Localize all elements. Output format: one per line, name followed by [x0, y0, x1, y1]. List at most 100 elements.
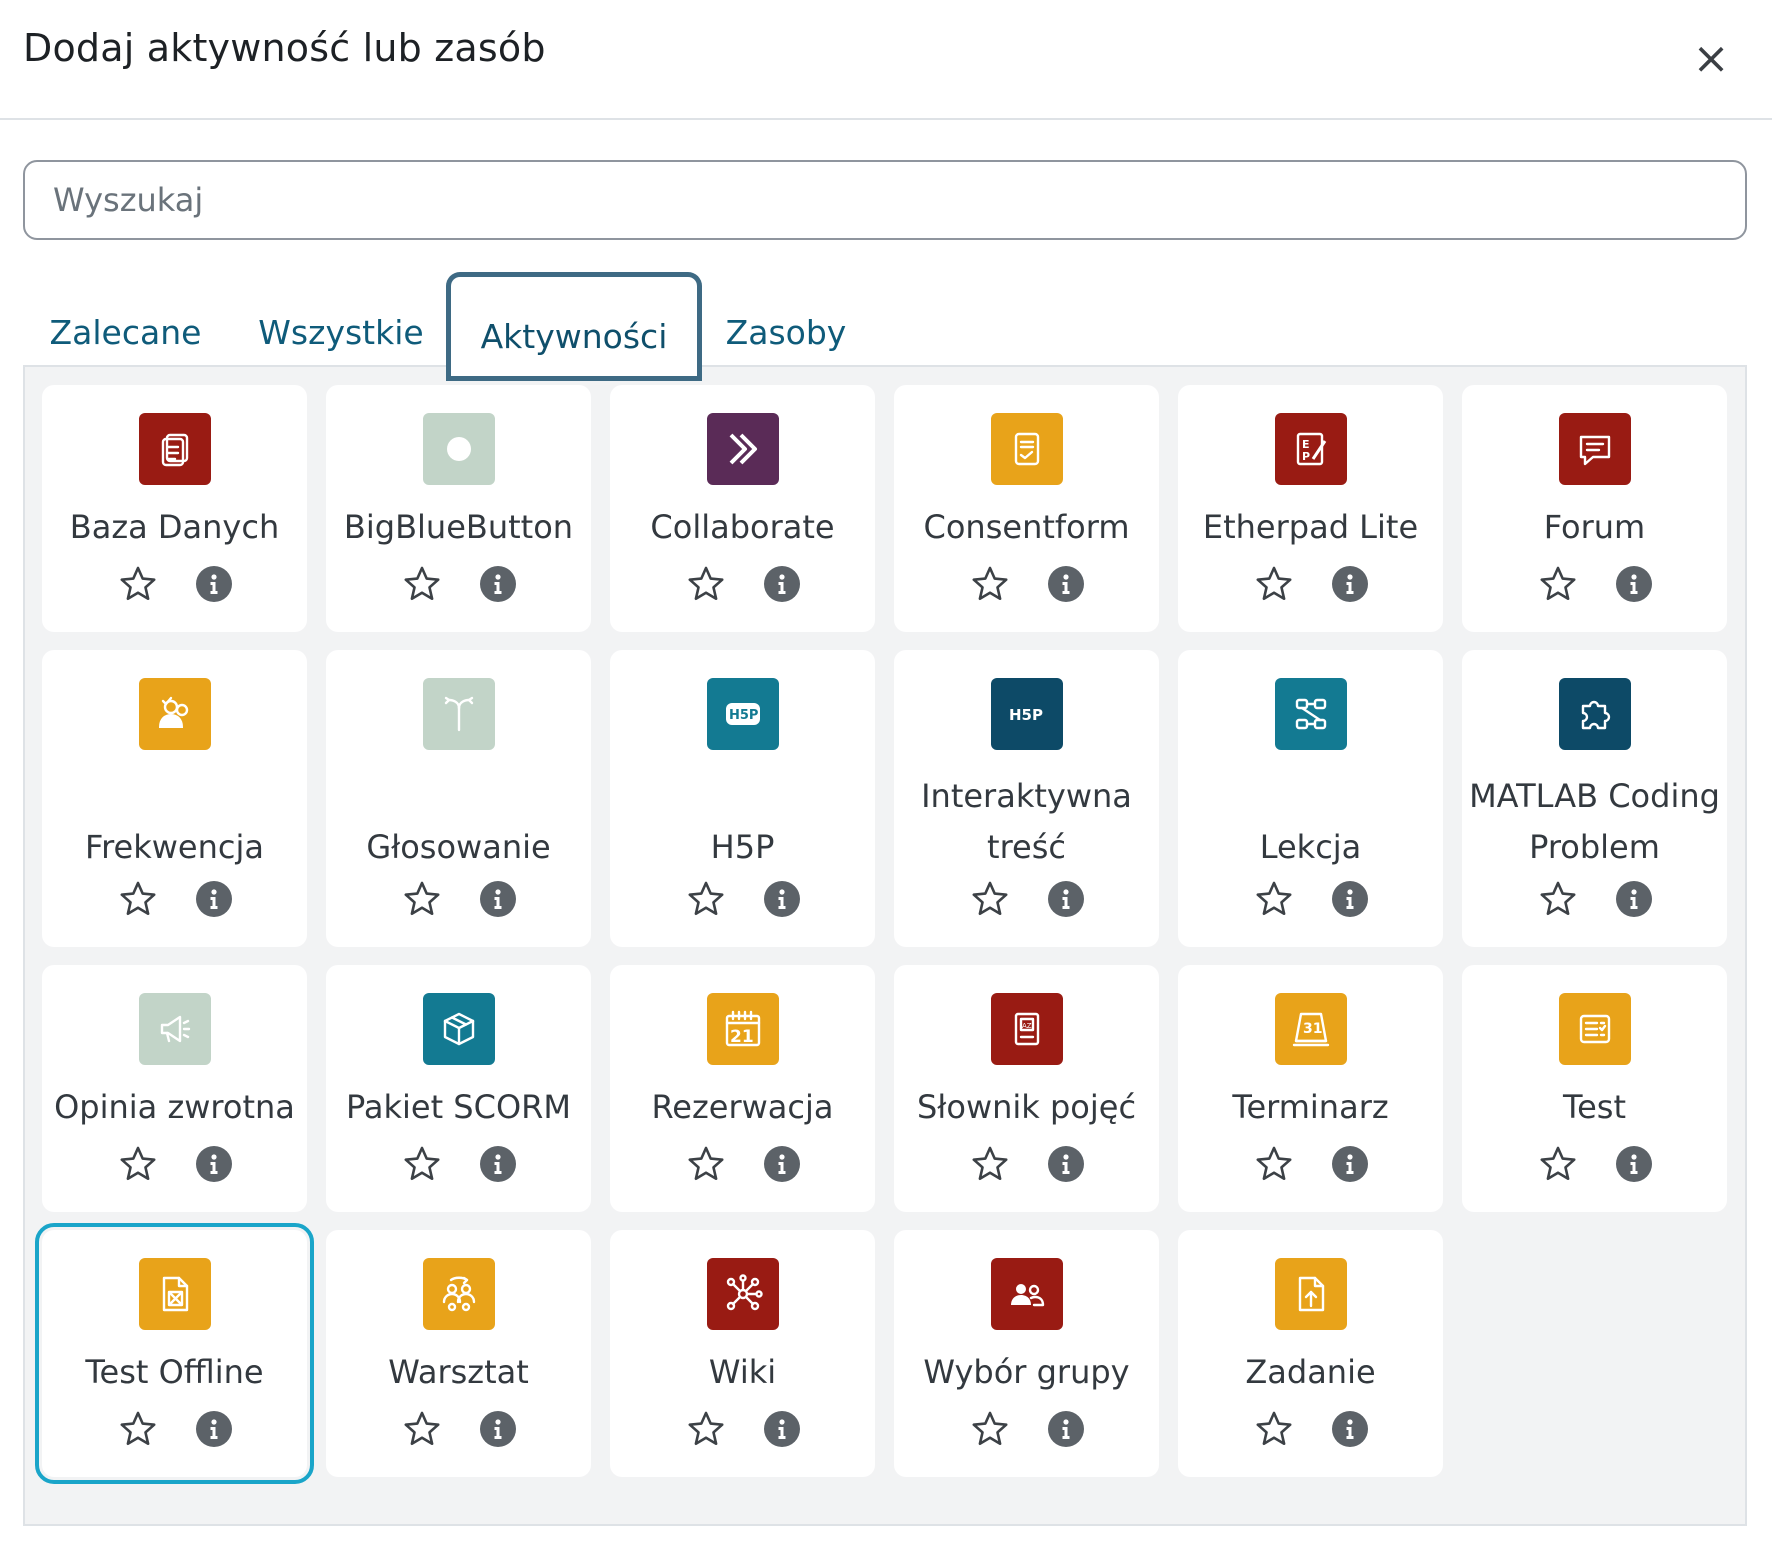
- star-icon[interactable]: [1254, 564, 1294, 604]
- activity-card-warsztat[interactable]: Warsztat: [326, 1230, 591, 1477]
- activity-card-forum[interactable]: Forum: [1462, 385, 1727, 632]
- activity-card-collaborate[interactable]: Collaborate: [610, 385, 875, 632]
- activity-card-consentform[interactable]: Consentform: [894, 385, 1159, 632]
- activity-name: Opinia zwrotna: [54, 1088, 295, 1126]
- star-icon[interactable]: [1254, 1409, 1294, 1449]
- activity-card-lekcja[interactable]: Lekcja: [1178, 650, 1443, 947]
- star-icon[interactable]: [970, 1409, 1010, 1449]
- activity-card-rezerwacja[interactable]: 21 Rezerwacja: [610, 965, 875, 1212]
- info-icon[interactable]: [1615, 1146, 1652, 1182]
- star-icon[interactable]: [1538, 1144, 1578, 1184]
- star-icon[interactable]: [402, 1409, 442, 1449]
- activity-card-matlab-coding-problem[interactable]: MATLAB Coding Problem: [1462, 650, 1727, 947]
- info-icon[interactable]: [479, 881, 516, 917]
- close-button[interactable]: ×: [1692, 33, 1730, 84]
- quiz-icon: [1558, 993, 1631, 1065]
- tab-resources[interactable]: Zasoby: [725, 312, 847, 352]
- star-icon[interactable]: [686, 1409, 726, 1449]
- info-icon[interactable]: [195, 566, 232, 602]
- svg-text:E: E: [1302, 438, 1310, 451]
- activity-name: Terminarz: [1232, 1088, 1389, 1126]
- star-icon[interactable]: [402, 879, 442, 919]
- info-icon[interactable]: [1047, 1411, 1084, 1447]
- activity-card-wiki[interactable]: Wiki: [610, 1230, 875, 1477]
- info-icon[interactable]: [1331, 881, 1368, 917]
- info-icon[interactable]: [195, 881, 232, 917]
- star-icon[interactable]: [686, 1144, 726, 1184]
- feedback-icon: [138, 993, 211, 1065]
- calendar-31-icon: 31: [1274, 993, 1347, 1065]
- info-icon[interactable]: [1615, 881, 1652, 917]
- group-choice-icon: [990, 1258, 1063, 1330]
- info-icon[interactable]: [763, 566, 800, 602]
- activity-card-h5p[interactable]: H5P H5P: [610, 650, 875, 947]
- forum-icon: [1558, 413, 1631, 485]
- info-icon[interactable]: [479, 1411, 516, 1447]
- star-icon[interactable]: [118, 1409, 158, 1449]
- activity-card-slownik-pojec[interactable]: AZ Słownik pojęć: [894, 965, 1159, 1212]
- activity-card-pakiet-scorm[interactable]: Pakiet SCORM: [326, 965, 591, 1212]
- glossary-icon: AZ: [990, 993, 1063, 1065]
- activity-card-wybor-grupy[interactable]: Wybór grupy: [894, 1230, 1159, 1477]
- info-icon[interactable]: [195, 1146, 232, 1182]
- activity-card-bigbluebutton[interactable]: BigBlueButton: [326, 385, 591, 632]
- activity-card-test[interactable]: Test: [1462, 965, 1727, 1212]
- consentform-icon: [990, 413, 1063, 485]
- collaborate-icon: [706, 413, 779, 485]
- activity-card-baza-danych[interactable]: Baza Danych: [42, 385, 307, 632]
- activity-name: Collaborate: [650, 508, 835, 546]
- search-input[interactable]: [23, 160, 1747, 240]
- info-icon[interactable]: [763, 881, 800, 917]
- info-icon[interactable]: [1615, 566, 1652, 602]
- activity-card-frekwencja[interactable]: Frekwencja: [42, 650, 307, 947]
- info-icon[interactable]: [1331, 1146, 1368, 1182]
- star-icon[interactable]: [118, 1144, 158, 1184]
- info-icon[interactable]: [763, 1146, 800, 1182]
- star-icon[interactable]: [1538, 564, 1578, 604]
- activity-name: Consentform: [923, 508, 1130, 546]
- attendance-icon: [138, 678, 211, 750]
- activity-actions: [1254, 873, 1368, 925]
- star-icon[interactable]: [1538, 879, 1578, 919]
- tab-recommended[interactable]: Zalecane: [49, 312, 202, 352]
- activity-card-zadanie[interactable]: Zadanie: [1178, 1230, 1443, 1477]
- activity-name: Rezerwacja: [651, 1088, 834, 1126]
- info-icon[interactable]: [1331, 566, 1368, 602]
- svg-text:21: 21: [730, 1027, 754, 1047]
- bigbluebutton-icon: [422, 413, 495, 485]
- info-icon[interactable]: [763, 1411, 800, 1447]
- scorm-icon: [422, 993, 495, 1065]
- star-icon[interactable]: [118, 564, 158, 604]
- info-icon[interactable]: [195, 1411, 232, 1447]
- star-icon[interactable]: [970, 1144, 1010, 1184]
- activities-panel: [23, 365, 1747, 1526]
- activity-name: MATLAB Coding Problem: [1469, 777, 1720, 866]
- info-icon[interactable]: [479, 566, 516, 602]
- calendar-21-icon: 21: [706, 993, 779, 1065]
- activity-card-test-offline[interactable]: Test Offline: [35, 1223, 314, 1484]
- activity-card-opinia-zwrotna[interactable]: Opinia zwrotna: [42, 965, 307, 1212]
- activity-card-terminarz[interactable]: 31 Terminarz: [1178, 965, 1443, 1212]
- star-icon[interactable]: [970, 879, 1010, 919]
- info-icon[interactable]: [1331, 1411, 1368, 1447]
- star-icon[interactable]: [1254, 1144, 1294, 1184]
- tab-activities[interactable]: Aktywności: [446, 272, 702, 381]
- star-icon[interactable]: [402, 1144, 442, 1184]
- info-icon[interactable]: [1047, 566, 1084, 602]
- star-icon[interactable]: [970, 564, 1010, 604]
- star-icon[interactable]: [118, 879, 158, 919]
- tab-all[interactable]: Wszystkie: [258, 312, 424, 352]
- activity-actions: [970, 1403, 1084, 1455]
- info-icon[interactable]: [479, 1146, 516, 1182]
- star-icon[interactable]: [402, 564, 442, 604]
- star-icon[interactable]: [686, 879, 726, 919]
- star-icon[interactable]: [686, 564, 726, 604]
- info-icon[interactable]: [1047, 881, 1084, 917]
- activity-card-interaktywna-tresc[interactable]: H5P Interaktywna treść: [894, 650, 1159, 947]
- activity-card-glosowanie[interactable]: Głosowanie: [326, 650, 591, 947]
- info-icon[interactable]: [1047, 1146, 1084, 1182]
- offline-quiz-icon: [138, 1258, 211, 1330]
- activity-actions: [970, 873, 1084, 925]
- star-icon[interactable]: [1254, 879, 1294, 919]
